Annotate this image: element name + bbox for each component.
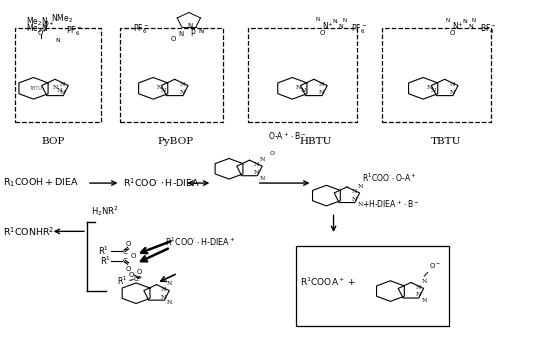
Text: N: N <box>254 170 259 175</box>
Text: $\mathrm{BF_4^-}$: $\mathrm{BF_4^-}$ <box>480 23 497 36</box>
Text: N: N <box>319 90 324 95</box>
Text: N: N <box>319 82 324 87</box>
Text: N: N <box>180 90 185 95</box>
Text: $\mathrm{N}$: $\mathrm{N}$ <box>338 23 344 31</box>
Text: $\mathrm{O}$: $\mathrm{O}$ <box>319 28 326 37</box>
Text: $\mathrm{R^1COO^{\cdot} \cdot O\text{-}A^+}$: $\mathrm{R^1COO^{\cdot} \cdot O\text{-}A… <box>363 172 417 184</box>
Text: $\mathrm{N}$: $\mathrm{N}$ <box>445 17 450 24</box>
Text: N: N <box>60 82 65 87</box>
Text: $\mathrm{R_1COOH + DIEA}$: $\mathrm{R_1COOH + DIEA}$ <box>3 177 80 189</box>
Text: $\mathrm{C}$: $\mathrm{C}$ <box>122 247 128 256</box>
Text: N: N <box>167 281 172 286</box>
Text: $\mathrm{Me_2N}$: $\mathrm{Me_2N}$ <box>26 16 48 28</box>
Text: $\mathrm{NMe_2}$: $\mathrm{NMe_2}$ <box>51 12 73 25</box>
Text: $\mathrm{O}$: $\mathrm{O}$ <box>37 28 44 37</box>
Text: N: N <box>422 279 427 284</box>
Text: N: N <box>161 88 166 93</box>
Text: $\mathrm{O}$: $\mathrm{O}$ <box>129 251 137 260</box>
Text: N: N <box>161 295 167 299</box>
Text: BOP: BOP <box>42 136 65 146</box>
Text: N: N <box>167 300 172 305</box>
Text: N: N <box>358 184 363 189</box>
Bar <box>121 28 223 122</box>
Text: N: N <box>60 90 65 95</box>
Text: $\mathrm{O^-}$: $\mathrm{O^-}$ <box>429 261 441 270</box>
Text: $\mathrm{N}$: $\mathrm{N}$ <box>179 29 185 38</box>
Text: $\mathrm{N}$: $\mathrm{N}$ <box>55 36 61 44</box>
Text: $\mathrm{R^1CONHR^2}$: $\mathrm{R^1CONHR^2}$ <box>3 225 55 238</box>
Text: $\mathrm{O\text{-}A^+ \cdot B^-}$: $\mathrm{O\text{-}A^+ \cdot B^-}$ <box>268 130 306 142</box>
Text: $\mathrm{R^1COO^{\cdot} \cdot H\text{-}DIEA}$: $\mathrm{R^1COO^{\cdot} \cdot H\text{-}D… <box>123 177 200 190</box>
Bar <box>248 28 357 122</box>
Text: N: N <box>422 298 427 303</box>
Text: $\mathrm{O}$: $\mathrm{O}$ <box>125 239 132 248</box>
Text: N: N <box>180 82 185 87</box>
Text: N: N <box>352 197 357 202</box>
Text: PyBOP: PyBOP <box>158 136 194 146</box>
Bar <box>15 28 101 122</box>
Text: $\mathrm{N}$: $\mathrm{N}$ <box>187 21 193 30</box>
Text: $\mathrm{N}$: $\mathrm{N}$ <box>342 17 348 24</box>
Text: $\mathrm{N^{+}}$: $\mathrm{N^{+}}$ <box>453 20 464 32</box>
Text: N: N <box>427 85 432 90</box>
Text: N: N <box>254 162 259 167</box>
Text: $\mathrm{O}$: $\mathrm{O}$ <box>170 34 177 43</box>
Text: O: O <box>270 151 275 156</box>
Text: $\mathrm{O}$: $\mathrm{O}$ <box>136 267 143 276</box>
Text: N: N <box>450 82 455 87</box>
Text: $\mathrm{H_2NR^2}$: $\mathrm{H_2NR^2}$ <box>92 204 119 218</box>
Text: N: N <box>358 202 363 208</box>
Text: $\mathrm{R^1COO^{\cdot} \cdot H\text{-}DIEA^+}$: $\mathrm{R^1COO^{\cdot} \cdot H\text{-}D… <box>165 236 235 248</box>
Text: TBTU: TBTU <box>30 86 42 91</box>
Text: $\mathrm{R^1COOA^+ +}$: $\mathrm{R^1COOA^+ +}$ <box>300 275 356 288</box>
Text: $\mathrm{N}$: $\mathrm{N}$ <box>462 17 468 25</box>
Text: N: N <box>57 88 62 93</box>
Text: N: N <box>450 90 455 95</box>
Text: N: N <box>260 157 266 162</box>
Text: $\mathrm{N}$: $\mathrm{N}$ <box>315 15 321 23</box>
Text: $\mathrm{+ H\text{-}DIEA^+ \cdot B^-}$: $\mathrm{+ H\text{-}DIEA^+ \cdot B^-}$ <box>363 199 420 210</box>
Text: N: N <box>416 293 421 298</box>
Text: $\mathrm{O}$: $\mathrm{O}$ <box>449 28 456 37</box>
Text: $\mathrm{PF_6^-}$: $\mathrm{PF_6^-}$ <box>352 23 368 36</box>
Text: $\mathrm{N}$: $\mathrm{N}$ <box>468 23 474 31</box>
Text: HBTU: HBTU <box>299 136 331 146</box>
Text: $\mathrm{R^1}$: $\mathrm{R^1}$ <box>98 245 109 257</box>
Text: $\mathrm{PF_6^-}$: $\mathrm{PF_6^-}$ <box>133 23 149 36</box>
Text: N: N <box>416 285 421 290</box>
Text: N: N <box>161 287 167 292</box>
Text: N: N <box>300 88 306 93</box>
Text: $\mathrm{Me_2N}$: $\mathrm{Me_2N}$ <box>26 22 48 35</box>
Text: $\mathrm{C}$: $\mathrm{C}$ <box>133 274 139 283</box>
Text: $\mathrm{P}$: $\mathrm{P}$ <box>190 27 196 38</box>
Text: $\mathrm{N}$: $\mathrm{N}$ <box>198 26 204 35</box>
Text: $\mathrm{R^1}$: $\mathrm{R^1}$ <box>100 255 111 267</box>
Text: N: N <box>157 85 162 90</box>
Text: $\mathrm{N^{+}}$: $\mathrm{N^{+}}$ <box>322 20 334 32</box>
Text: N: N <box>296 85 301 90</box>
Text: N: N <box>260 176 266 181</box>
Text: $\mathrm{N}$: $\mathrm{N}$ <box>471 17 477 24</box>
Text: $\mathrm{N}$: $\mathrm{N}$ <box>331 17 338 25</box>
Text: $\mathrm{R^1}$: $\mathrm{R^1}$ <box>117 274 127 286</box>
Bar <box>296 246 449 326</box>
Text: $\mathrm{O}$: $\mathrm{O}$ <box>128 270 135 279</box>
Text: N: N <box>52 85 58 90</box>
Text: $\mathrm{C}$: $\mathrm{C}$ <box>122 256 128 265</box>
Text: $\mathrm{O}$: $\mathrm{O}$ <box>125 264 132 273</box>
Text: TBTU: TBTU <box>431 136 461 146</box>
Text: N: N <box>352 189 357 194</box>
Text: $\mathrm{P^+}$: $\mathrm{P^+}$ <box>44 19 55 31</box>
Text: $\mathrm{PF_6^-}$: $\mathrm{PF_6^-}$ <box>66 25 83 38</box>
Text: N: N <box>431 88 436 93</box>
Bar <box>382 28 490 122</box>
